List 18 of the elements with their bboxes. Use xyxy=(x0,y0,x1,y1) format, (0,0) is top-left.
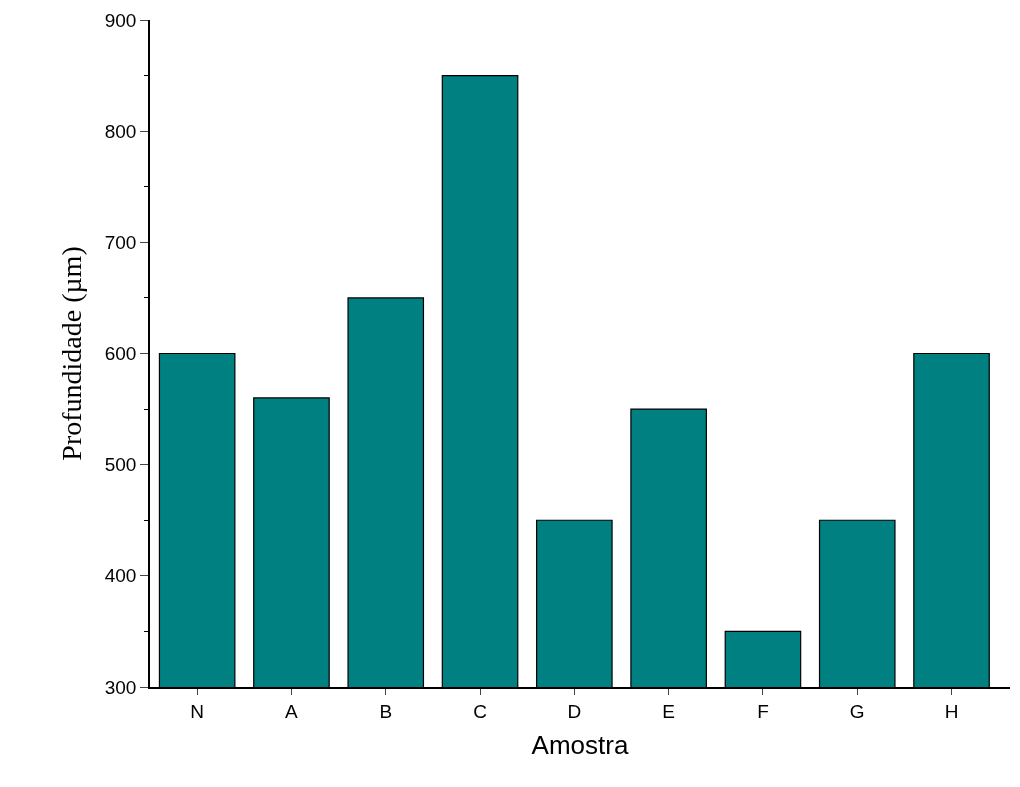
y-tick-label: 700 xyxy=(104,231,137,253)
x-axis-title: Amostra xyxy=(531,729,629,760)
x-tick-label: H xyxy=(944,700,959,722)
y-tick-label: 400 xyxy=(104,565,137,587)
x-tick-label: N xyxy=(190,700,205,722)
x-tick-label: D xyxy=(567,700,582,722)
y-tick-label: 900 xyxy=(104,9,137,31)
y-tick-label: 500 xyxy=(104,454,137,476)
y-axis-title: Profundidade (µm) xyxy=(55,246,87,461)
x-tick-label: B xyxy=(379,700,393,722)
x-tick-label: E xyxy=(662,700,675,722)
x-tick-label: A xyxy=(285,700,299,722)
x-tick-label: C xyxy=(473,700,487,722)
y-tick-label: 600 xyxy=(104,343,137,365)
x-tick-label: F xyxy=(757,700,769,722)
y-tick-label: 800 xyxy=(104,120,137,142)
y-tick-label: 300 xyxy=(104,676,137,698)
x-tick-label: G xyxy=(849,700,865,722)
